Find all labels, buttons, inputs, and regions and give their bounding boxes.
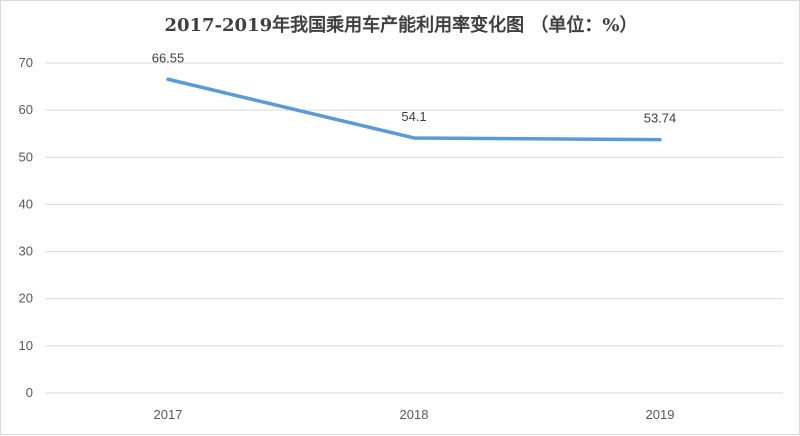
y-tick-label: 10 — [19, 338, 33, 353]
data-label: 54.1 — [401, 109, 426, 124]
data-label: 53.74 — [644, 111, 677, 126]
y-tick-label: 40 — [19, 196, 33, 211]
y-tick-label: 30 — [19, 244, 33, 259]
x-tick-label: 2017 — [154, 407, 183, 422]
x-tick-label: 2019 — [646, 407, 675, 422]
y-tick-label: 50 — [19, 149, 33, 164]
data-label: 66.55 — [152, 50, 185, 65]
x-tick-label: 2018 — [400, 407, 429, 422]
y-tick-label: 0 — [26, 385, 33, 400]
y-tick-label: 60 — [19, 102, 33, 117]
y-tick-label: 70 — [19, 55, 33, 70]
y-tick-label: 20 — [19, 291, 33, 306]
